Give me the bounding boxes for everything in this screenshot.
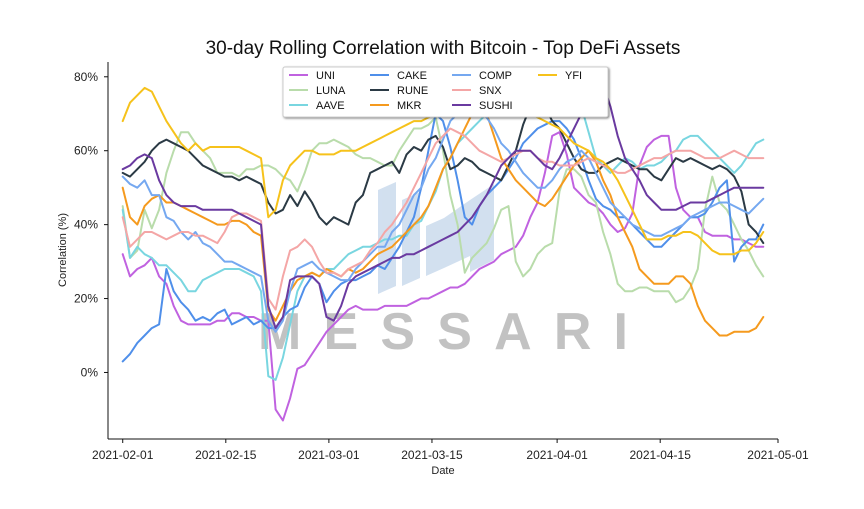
legend-box <box>282 66 609 118</box>
series-line-comp <box>121 105 765 333</box>
legend-label-rune: RUNE <box>397 85 428 97</box>
legend-label-cake: CAKE <box>397 70 427 82</box>
series-line-snx <box>121 127 765 311</box>
series-layer <box>121 72 765 422</box>
y-tick-label: 60% <box>74 144 98 158</box>
y-tick-label: 20% <box>74 292 98 306</box>
x-tick-label: 2021-03-15 <box>401 448 463 462</box>
legend-label-yfi: YFI <box>565 70 582 82</box>
messari-logo-icon <box>378 182 494 294</box>
x-tick-label: 2021-05-01 <box>747 448 809 462</box>
y-ticks: 0% 20% 40% 60% 80% <box>74 70 108 379</box>
axes: 0%20%40%60%80% 2021-02-01 2021-02-15 2021-… <box>57 62 809 477</box>
y-tick-label: 0% <box>81 365 99 379</box>
legend-label-snx: SNX <box>479 85 502 97</box>
series-line-cake <box>121 112 765 363</box>
legend-label-aave: AAVE <box>316 100 345 112</box>
y-tick-label: 80% <box>74 70 98 84</box>
legend-label-mkr: MKR <box>397 100 422 112</box>
legend-label-luna: LUNA <box>316 85 346 97</box>
y-axis-label: Correlation (%) <box>57 213 69 287</box>
x-tick-label: 2021-02-01 <box>92 448 154 462</box>
x-tick-label: 2021-02-15 <box>195 448 257 462</box>
series-line-rune <box>121 101 765 245</box>
x-axis-label: Date <box>431 465 454 477</box>
x-tick-label: 2021-04-15 <box>630 448 692 462</box>
legend-label-sushi: SUSHI <box>479 100 513 112</box>
x-tick-label: 2021-04-01 <box>526 448 588 462</box>
series-line-sushi <box>121 83 765 330</box>
legend: UNI LUNA AAVE CAKE RUNE MKR COMP SNX SUSHI YFI <box>282 66 609 118</box>
legend-items: UNI LUNA AAVE CAKE RUNE MKR COMP SNX SUSHI YFI <box>289 70 582 112</box>
series-line-uni <box>121 131 765 422</box>
x-tick-label: 2021-03-01 <box>298 448 360 462</box>
legend-label-uni: UNI <box>316 70 335 82</box>
legend-label-comp: COMP <box>479 70 512 82</box>
chart-title: 30-day Rolling Correlation with Bitcoin … <box>206 38 681 59</box>
series-line-luna <box>121 116 765 304</box>
y-tick-label: 40% <box>74 218 98 232</box>
x-ticks: 2021-02-01 2021-02-15 2021-03-01 2021-03-15… <box>92 439 809 462</box>
